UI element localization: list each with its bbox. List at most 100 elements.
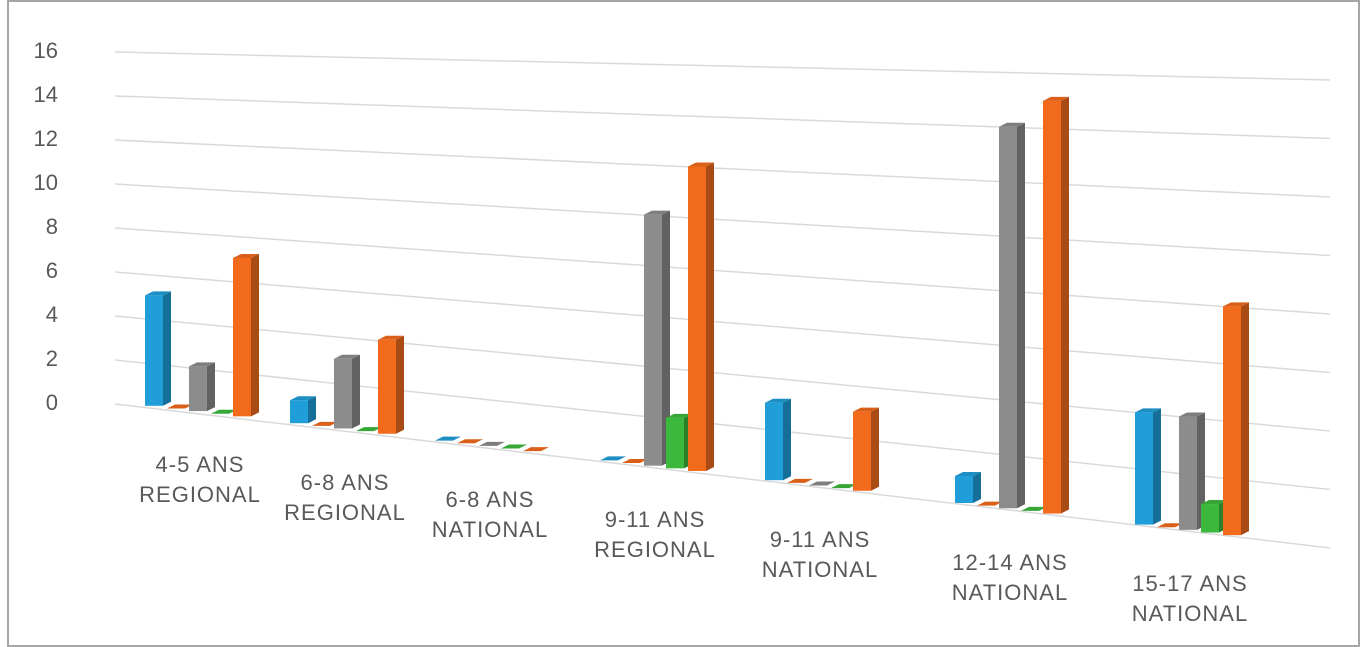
bar-face xyxy=(688,162,714,167)
bar xyxy=(189,362,215,412)
bar-face xyxy=(189,362,215,367)
bar-face xyxy=(955,476,973,503)
bar-face xyxy=(1135,412,1153,525)
grid-line xyxy=(114,403,1331,549)
y-tick-label: 16 xyxy=(34,38,58,63)
bar xyxy=(435,436,461,441)
x-tick-label: 6-8 ANS NATIONAL xyxy=(431,487,549,543)
y-tick-label: 10 xyxy=(34,170,58,195)
bar xyxy=(644,210,670,466)
bar-face xyxy=(356,427,382,432)
grid-line xyxy=(114,271,1331,374)
bar xyxy=(233,254,259,417)
bar xyxy=(378,335,404,434)
bar-face xyxy=(765,398,791,403)
bar-face xyxy=(1179,416,1197,530)
bar-face xyxy=(871,407,879,491)
bar-face xyxy=(765,402,783,481)
bar-face xyxy=(787,478,813,483)
bar-face xyxy=(435,436,461,441)
bar xyxy=(211,409,237,414)
bar-face xyxy=(999,122,1025,127)
bar xyxy=(1021,506,1047,511)
bar xyxy=(356,427,382,432)
y-tick-label: 2 xyxy=(46,346,58,371)
bar-face xyxy=(233,254,259,259)
bar xyxy=(688,162,714,471)
bar-face xyxy=(1135,408,1161,413)
bar xyxy=(290,396,316,424)
x-tick-label: 15-17 ANS NATIONAL xyxy=(1131,571,1249,627)
bar-face xyxy=(1201,500,1227,505)
bar xyxy=(955,472,981,503)
bar-face xyxy=(688,166,706,471)
bar-face xyxy=(706,162,714,471)
x-tick-label: 12-14 ANS NATIONAL xyxy=(951,549,1069,605)
bar-face xyxy=(955,472,981,477)
bar xyxy=(809,481,835,486)
bar-face xyxy=(666,413,692,418)
bar-face xyxy=(600,456,626,461)
y-tick-label: 4 xyxy=(46,302,58,327)
bar xyxy=(787,478,813,483)
bar-face xyxy=(207,362,215,412)
bar-face xyxy=(973,472,981,503)
bar-face xyxy=(1223,302,1249,307)
bar xyxy=(1043,96,1069,514)
bar xyxy=(1157,523,1183,528)
bar-face xyxy=(290,396,316,401)
bar xyxy=(831,484,857,489)
bar-face xyxy=(1021,506,1047,511)
bar-face xyxy=(378,339,396,434)
bar-face xyxy=(1223,306,1241,536)
bar-face xyxy=(479,441,505,446)
bar-face xyxy=(457,439,483,444)
y-tick-label: 14 xyxy=(34,82,58,107)
bar-face xyxy=(1043,100,1061,514)
bar xyxy=(853,407,879,491)
bar-face xyxy=(1201,504,1219,533)
bar-face xyxy=(1157,523,1183,528)
bar xyxy=(600,456,626,461)
bar xyxy=(1135,408,1161,525)
bar xyxy=(334,354,360,429)
bar-face xyxy=(783,398,791,481)
x-tick-label: 6-8 ANS REGIONAL xyxy=(284,469,406,525)
grid-line xyxy=(114,183,1331,257)
bar-face xyxy=(501,444,527,449)
bar-face xyxy=(1179,412,1205,417)
bar-face xyxy=(853,411,871,491)
y-tick-label: 6 xyxy=(46,258,58,283)
bar-face xyxy=(145,295,163,406)
bar-face xyxy=(1153,408,1161,525)
bar-face xyxy=(145,291,171,296)
bar-face xyxy=(1043,96,1069,101)
bar-face xyxy=(662,210,670,466)
bar xyxy=(145,291,171,406)
bar-face xyxy=(831,484,857,489)
bar xyxy=(1223,302,1249,536)
bar-face xyxy=(334,354,360,359)
bar xyxy=(765,398,791,481)
grid-line xyxy=(114,51,1331,81)
bar-face xyxy=(1061,96,1069,514)
bar-face xyxy=(1241,302,1249,536)
bar-face xyxy=(1017,122,1025,509)
y-tick-label: 0 xyxy=(46,390,58,415)
bar-face xyxy=(233,258,251,417)
bar-face xyxy=(334,358,352,429)
bar-face xyxy=(396,335,404,434)
bar-face xyxy=(352,354,360,429)
bar-face xyxy=(1197,412,1205,530)
bar-face xyxy=(999,126,1017,509)
x-tick-label: 4-5 ANS REGIONAL xyxy=(139,452,261,508)
bar-face xyxy=(251,254,259,417)
bar-face xyxy=(622,459,648,464)
grid-line xyxy=(114,139,1331,198)
grid-line xyxy=(114,315,1331,432)
grid-line xyxy=(114,95,1331,140)
bar-face xyxy=(189,366,207,412)
bar xyxy=(312,421,338,426)
bar xyxy=(1179,412,1205,530)
